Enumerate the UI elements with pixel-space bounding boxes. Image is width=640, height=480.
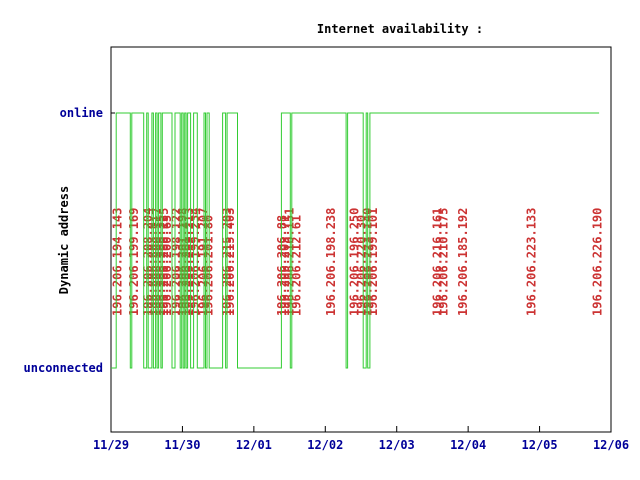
availability-line [111, 112, 600, 369]
address-label: 196.206.198.238 [324, 208, 338, 316]
address-label: 196.206.216.161 [431, 208, 445, 316]
availability-series [111, 112, 600, 369]
y-tick-label: online [60, 106, 103, 120]
y-axis: unconnected online [24, 106, 115, 375]
address-label: 196.206.206.88 [275, 215, 289, 316]
x-axis: 11/29 11/30 12/01 12/02 12/03 12/04 12/05 12/06 [93, 426, 629, 452]
x-tick-label: 12/03 [379, 438, 415, 452]
y-axis-label: Dynamic address [57, 186, 71, 294]
plot-frame [110, 46, 612, 433]
chart-title: Internet availability : [317, 22, 483, 36]
x-tick-label: 11/30 [164, 438, 200, 452]
address-label: 196.206.203.8 [146, 222, 160, 316]
address-label: 196.206.223.133 [524, 208, 538, 316]
address-label: 196.206.210.151 [283, 208, 297, 316]
x-tick-label: 12/04 [450, 438, 486, 452]
address-label: 196.206.215.403 [223, 208, 237, 316]
x-tick-label: 12/01 [236, 438, 272, 452]
address-label: 196.206.212.61 [289, 215, 303, 316]
y-tick-label: unconnected [24, 361, 103, 375]
address-label: 196.206.220.30 [355, 215, 369, 316]
address-label: 196.206.199.169 [127, 208, 141, 316]
address-label: 196.206.194.143 [111, 208, 125, 316]
x-tick-label: 12/06 [593, 438, 629, 452]
address-label: 196.206.226.190 [591, 208, 605, 316]
address-label: 196.206.200.65 [160, 215, 174, 316]
address-label: 196.206.196.250 [347, 208, 361, 316]
x-tick-label: 11/29 [93, 438, 129, 452]
address-label: 196.206.199.234 [188, 208, 202, 316]
address-label: 196.206.185.192 [456, 208, 470, 316]
x-tick-label: 12/05 [522, 438, 558, 452]
address-label: 196.206.200.135 [157, 208, 171, 316]
x-tick-label: 12/02 [307, 438, 343, 452]
address-label: 196.206.210.175 [437, 208, 451, 316]
